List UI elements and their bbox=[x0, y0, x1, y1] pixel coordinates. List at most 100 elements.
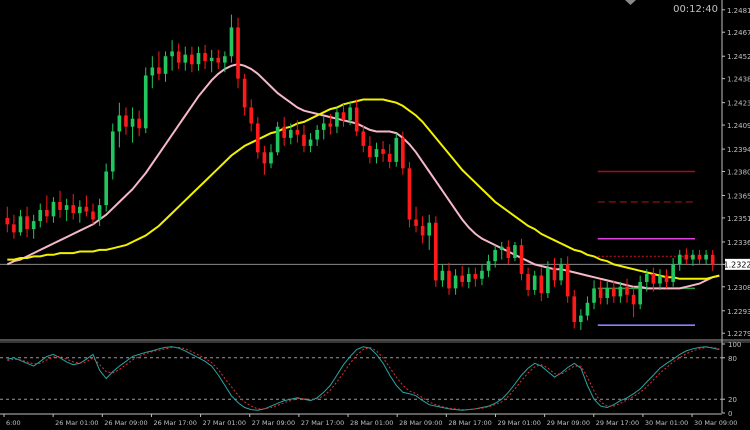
candle-bear bbox=[473, 273, 478, 279]
candle-bull bbox=[453, 275, 458, 289]
candle-bull bbox=[704, 254, 708, 260]
candle-bear bbox=[625, 286, 629, 295]
candle-bull bbox=[427, 222, 432, 236]
candle-bull bbox=[335, 112, 339, 127]
price-tick-label: 1.2394 bbox=[727, 146, 750, 154]
candle-bull bbox=[638, 281, 642, 305]
candle-bull bbox=[513, 245, 517, 258]
candle-bull bbox=[658, 275, 662, 284]
candle-bull bbox=[348, 107, 352, 121]
candle-bull bbox=[78, 206, 82, 214]
candle-bull bbox=[321, 123, 326, 130]
price-tick-label: 1.2308 bbox=[727, 284, 750, 292]
price-tick-label: 1.2481 bbox=[727, 7, 750, 15]
candle-bull bbox=[18, 216, 23, 233]
candle-bear bbox=[387, 153, 392, 162]
candle-bear bbox=[420, 225, 425, 236]
candle-bear bbox=[414, 219, 418, 226]
time-tick-label: 26 Mar 17:00 bbox=[153, 419, 196, 427]
candle-bear bbox=[651, 273, 656, 284]
candle-bear bbox=[282, 126, 286, 138]
time-tick-label: 27 Mar 17:00 bbox=[301, 419, 344, 427]
time-tick-label: 29 Mar 17:00 bbox=[596, 419, 639, 427]
candle-bull bbox=[308, 139, 313, 146]
candle-bull bbox=[130, 118, 135, 127]
osc-main-line bbox=[7, 346, 720, 411]
candle-bull bbox=[117, 115, 122, 132]
osc-tick-label: 0 bbox=[728, 410, 732, 418]
candle-bear bbox=[242, 78, 247, 108]
candle-bear bbox=[157, 67, 161, 74]
candle-bear bbox=[710, 254, 715, 265]
candle-bear bbox=[572, 296, 577, 322]
candle-bear bbox=[539, 275, 544, 294]
candle-bear bbox=[631, 294, 636, 305]
price-tick-label: 1.2409 bbox=[727, 122, 750, 130]
candle-bear bbox=[45, 209, 49, 217]
candle-bull bbox=[110, 131, 115, 172]
candle-bear bbox=[25, 216, 29, 230]
price-tick-label: 1.2380 bbox=[727, 169, 750, 177]
candle-bear bbox=[124, 115, 128, 127]
candle-bull bbox=[31, 221, 36, 230]
candle-bull bbox=[532, 275, 537, 290]
candle-bull bbox=[546, 267, 550, 294]
candle-bear bbox=[565, 264, 570, 297]
time-tick-label: 26 Mar 01:00 bbox=[55, 419, 98, 427]
candle-bull bbox=[374, 149, 379, 158]
candle-bear bbox=[354, 107, 359, 132]
candle-bull bbox=[585, 302, 590, 316]
price-tick-label: 1.2423 bbox=[727, 100, 750, 108]
candle-bear bbox=[697, 254, 702, 260]
candle-bear bbox=[526, 273, 530, 290]
candle-bear bbox=[341, 112, 346, 121]
candle-bear bbox=[91, 211, 95, 220]
candle-bear bbox=[256, 123, 260, 153]
candle-bear bbox=[460, 275, 464, 282]
candle-bear bbox=[434, 222, 438, 281]
current-price-marker: 1.2322 bbox=[724, 258, 750, 270]
candle-bull bbox=[288, 129, 293, 138]
candle-bull bbox=[229, 27, 234, 57]
candle-bear bbox=[447, 270, 451, 289]
candle-bull bbox=[440, 270, 445, 281]
time-tick-label: 27 Mar 01:00 bbox=[203, 419, 246, 427]
candle-bear bbox=[176, 51, 181, 63]
candle-bull bbox=[493, 249, 497, 262]
candle-bear bbox=[295, 129, 300, 135]
clock-readout: 00:12:40 bbox=[673, 4, 718, 15]
candle-bull bbox=[618, 286, 623, 297]
candle-bull bbox=[269, 152, 273, 164]
time-tick-label: 28 Mar 01:00 bbox=[350, 419, 393, 427]
price-tick-label: 1.2351 bbox=[727, 215, 750, 223]
candle-bear bbox=[249, 107, 254, 124]
candle-bull bbox=[104, 171, 108, 206]
candle-bull bbox=[143, 75, 148, 129]
time-tick-label: 28 Mar 17:00 bbox=[448, 419, 491, 427]
candle-bull bbox=[38, 209, 43, 222]
time-tick-label: 28 Mar 09:00 bbox=[399, 419, 442, 427]
candle-bear bbox=[190, 54, 194, 65]
chart-scroll-marker-icon[interactable] bbox=[625, 0, 636, 5]
time-tick-label: 27 Mar 09:00 bbox=[252, 419, 295, 427]
moving-average-fast bbox=[6, 63, 720, 290]
price-tick-label: 1.2467 bbox=[727, 29, 750, 37]
candle-bull bbox=[275, 126, 280, 153]
candle-bull bbox=[315, 129, 319, 140]
candle-bull bbox=[499, 246, 504, 250]
time-tick-label: 30 Mar 01:00 bbox=[645, 419, 688, 427]
candle-bear bbox=[302, 134, 306, 146]
candle-bull bbox=[559, 264, 563, 281]
time-tick-label: 26 Mar 09:00 bbox=[104, 419, 147, 427]
candle-bear bbox=[216, 57, 221, 63]
price-tick-label: 1.2365 bbox=[727, 193, 750, 201]
osc-tick-label: 80 bbox=[728, 355, 737, 363]
time-tick-label: 30 Mar 09:00 bbox=[694, 419, 737, 427]
candle-bear bbox=[552, 267, 557, 281]
osc-tick-label: 100 bbox=[728, 341, 741, 349]
price-tick-label: 1.2279 bbox=[727, 330, 750, 338]
candle-bull bbox=[677, 254, 682, 265]
